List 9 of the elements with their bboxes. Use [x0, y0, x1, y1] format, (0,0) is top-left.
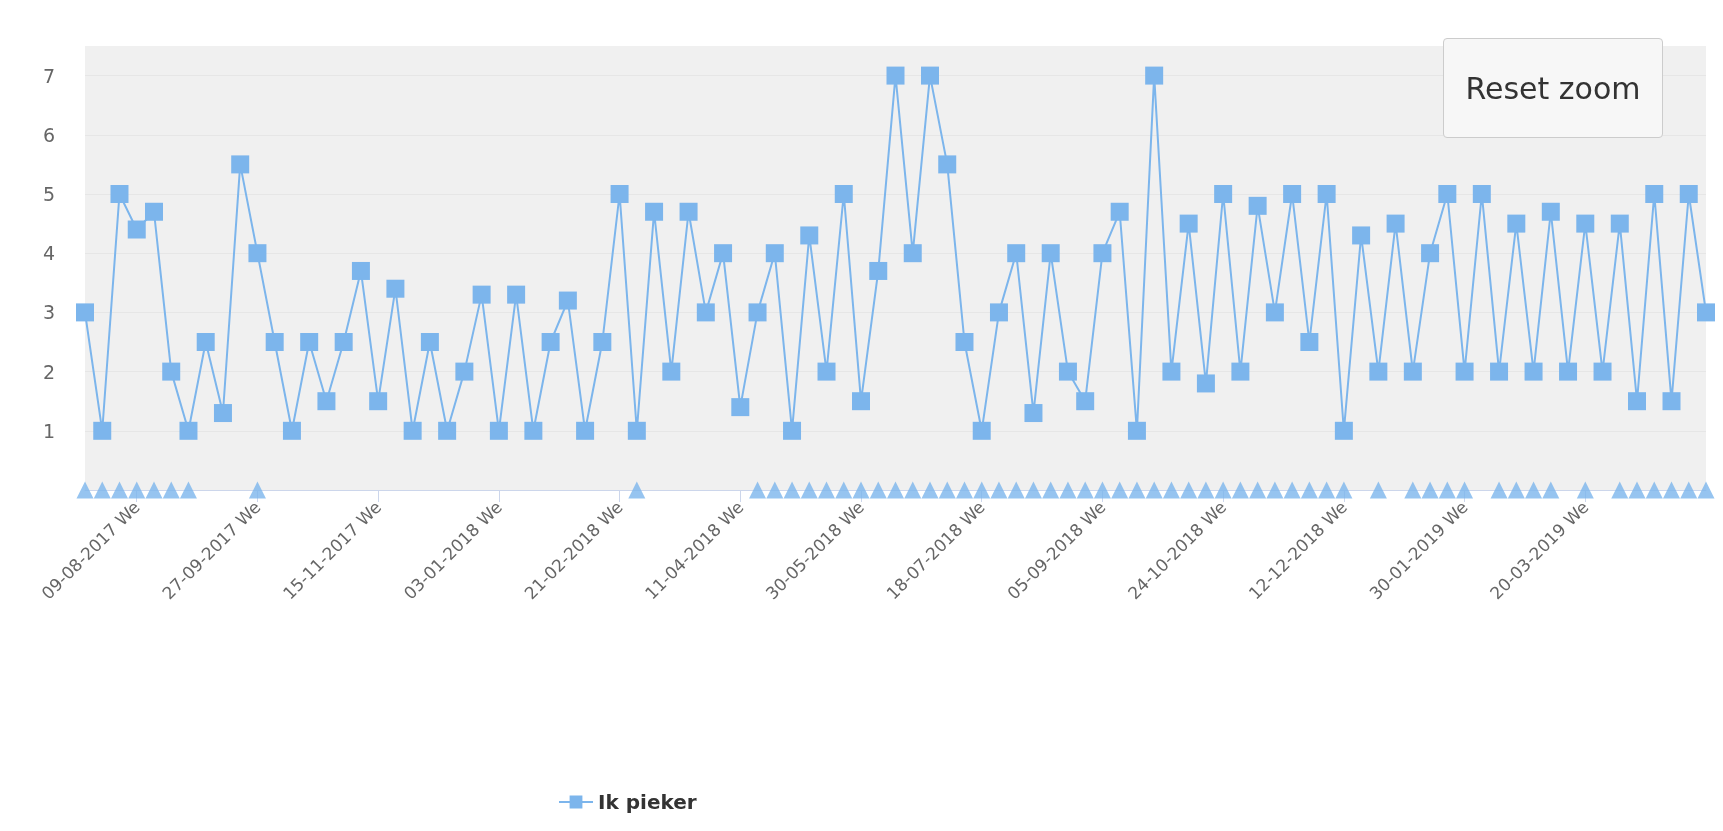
reset-zoom-button: Reset zoom	[1443, 38, 1663, 138]
y-tick-label: 3	[42, 301, 55, 324]
y-tick-label: 6	[42, 123, 55, 146]
y-tick-label: 2	[42, 360, 55, 383]
y-tick-label: 7	[42, 64, 55, 87]
legend-label: Ik pieker	[598, 790, 697, 814]
y-tick-label: 1	[42, 419, 55, 442]
y-tick-label: 5	[42, 183, 55, 205]
y-tick-label: 4	[42, 242, 55, 265]
